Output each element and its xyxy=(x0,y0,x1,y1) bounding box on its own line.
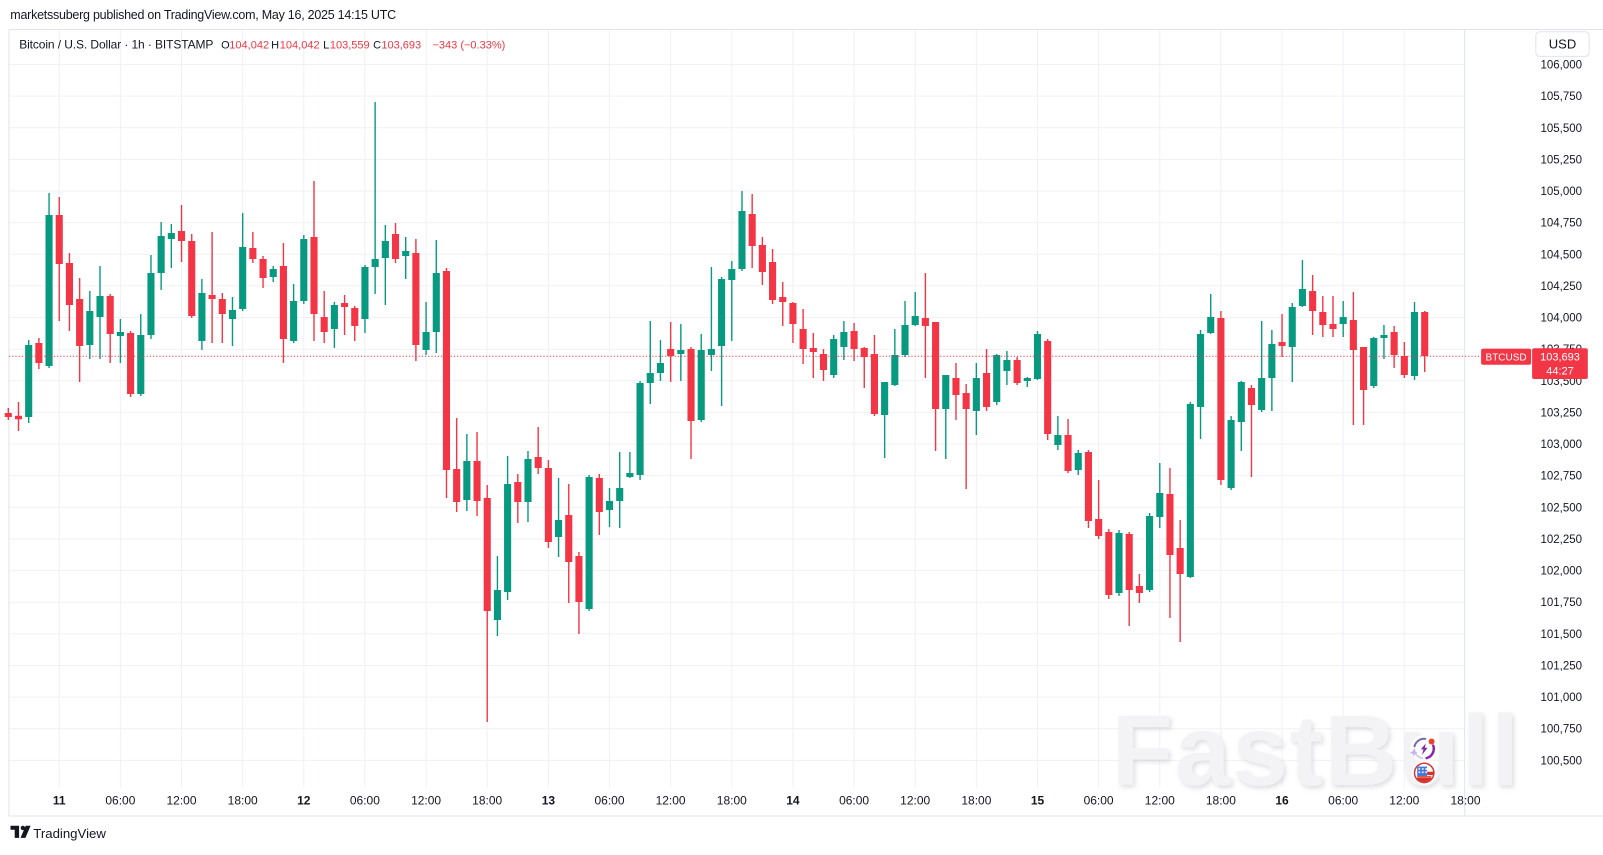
svg-text:06:00: 06:00 xyxy=(105,793,135,807)
svg-text:102,750: 102,750 xyxy=(1541,471,1583,483)
svg-text:105,000: 105,000 xyxy=(1541,186,1583,198)
svg-text:TradingView: TradingView xyxy=(33,826,106,841)
svg-text:18:00: 18:00 xyxy=(717,793,747,807)
svg-text:103,559: 103,559 xyxy=(330,40,370,52)
svg-text:103,000: 103,000 xyxy=(1541,439,1583,451)
svg-text:12:00: 12:00 xyxy=(1389,793,1419,807)
svg-text:104,750: 104,750 xyxy=(1541,218,1583,230)
svg-text:USD: USD xyxy=(1549,37,1576,52)
svg-text:101,750: 101,750 xyxy=(1541,597,1583,609)
svg-text:102,250: 102,250 xyxy=(1541,534,1583,546)
svg-text:103,250: 103,250 xyxy=(1541,407,1583,419)
svg-text:101,500: 101,500 xyxy=(1541,629,1583,641)
svg-text:100,500: 100,500 xyxy=(1541,755,1583,767)
svg-text:105,250: 105,250 xyxy=(1541,154,1583,166)
svg-text:H: H xyxy=(271,40,279,52)
svg-text:104,000: 104,000 xyxy=(1541,313,1583,325)
svg-text:L: L xyxy=(323,40,329,52)
svg-text:18:00: 18:00 xyxy=(1450,793,1480,807)
svg-text:BTCUSD: BTCUSD xyxy=(1486,353,1527,364)
svg-text:101,000: 101,000 xyxy=(1541,692,1583,704)
svg-text:16: 16 xyxy=(1275,793,1289,807)
svg-text:06:00: 06:00 xyxy=(839,793,869,807)
svg-text:O: O xyxy=(221,40,230,52)
svg-text:FastBull: FastBull xyxy=(1112,695,1521,807)
svg-text:C: C xyxy=(373,40,381,52)
svg-text:104,042: 104,042 xyxy=(229,40,269,52)
svg-text:marketssuberg published on Tra: marketssuberg published on TradingView.c… xyxy=(10,8,396,22)
svg-text:06:00: 06:00 xyxy=(350,793,380,807)
svg-text:105,750: 105,750 xyxy=(1541,91,1583,103)
svg-text:12:00: 12:00 xyxy=(411,793,441,807)
svg-text:18:00: 18:00 xyxy=(1206,793,1236,807)
svg-text:102,000: 102,000 xyxy=(1541,566,1583,578)
svg-text:12:00: 12:00 xyxy=(1145,793,1175,807)
svg-text:Bitcoin / U.S. Dollar · 1h · B: Bitcoin / U.S. Dollar · 1h · BITSTAMP xyxy=(19,38,213,52)
svg-text:13: 13 xyxy=(542,793,556,807)
svg-text:103,693: 103,693 xyxy=(1540,351,1580,363)
svg-text:06:00: 06:00 xyxy=(594,793,624,807)
svg-text:104,500: 104,500 xyxy=(1541,249,1583,261)
svg-text:12:00: 12:00 xyxy=(166,793,196,807)
svg-text:11: 11 xyxy=(53,793,66,807)
svg-text:104,042: 104,042 xyxy=(280,40,320,52)
svg-text:44:27: 44:27 xyxy=(1546,365,1574,377)
svg-text:105,500: 105,500 xyxy=(1541,123,1583,135)
svg-text:106,000: 106,000 xyxy=(1541,60,1583,72)
svg-text:18:00: 18:00 xyxy=(228,793,258,807)
svg-text:18:00: 18:00 xyxy=(472,793,502,807)
svg-text:100,750: 100,750 xyxy=(1541,724,1583,736)
svg-text:06:00: 06:00 xyxy=(1328,793,1358,807)
svg-text:−343 (−0.33%): −343 (−0.33%) xyxy=(433,40,506,52)
svg-text:15: 15 xyxy=(1031,793,1045,807)
svg-text:06:00: 06:00 xyxy=(1084,793,1114,807)
svg-text:12: 12 xyxy=(297,793,311,807)
svg-text:18:00: 18:00 xyxy=(961,793,991,807)
svg-text:101,250: 101,250 xyxy=(1541,661,1583,673)
svg-text:12:00: 12:00 xyxy=(900,793,930,807)
svg-text:102,500: 102,500 xyxy=(1541,502,1583,514)
svg-text:14: 14 xyxy=(786,793,800,807)
svg-text:103,693: 103,693 xyxy=(381,40,421,52)
svg-text:12:00: 12:00 xyxy=(656,793,686,807)
svg-text:104,250: 104,250 xyxy=(1541,281,1583,293)
